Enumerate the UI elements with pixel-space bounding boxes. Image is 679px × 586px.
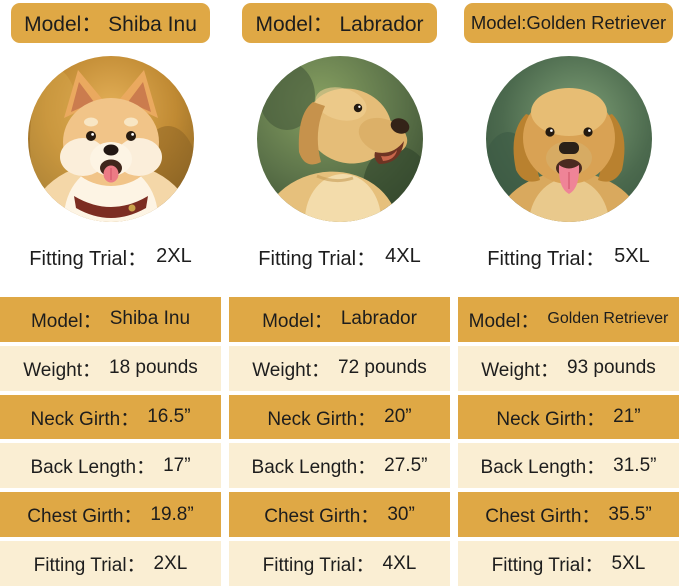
table-row-back-length: Back Length： 17” <box>0 443 221 489</box>
row-value: 16.5” <box>147 406 191 428</box>
table-row-model: Model： Shiba Inu <box>0 297 221 342</box>
row-label: Neck Girth： <box>496 408 606 430</box>
row-value: 5XL <box>611 552 646 574</box>
fitting-trial-label: Fitting Trial： <box>29 247 148 270</box>
fitting-trial-label: Fitting Trial： <box>487 247 606 270</box>
row-value: 30” <box>387 503 415 525</box>
table-row-weight: Weight： 72 pounds <box>229 345 450 391</box>
table-row-fitting-trial: Fitting Trial： 2XL <box>0 541 221 586</box>
row-label: Chest Girth： <box>27 506 143 528</box>
row-value: 72 pounds <box>338 357 427 379</box>
row-label: Weight： <box>252 359 331 381</box>
table-row-model: Model： Labrador <box>229 297 450 342</box>
sizing-table-shiba: Model： Shiba Inu Weight： 18 pounds Neck … <box>0 297 221 586</box>
table-row-back-length: Back Length： 27.5” <box>229 443 450 489</box>
row-value: 4XL <box>382 552 417 574</box>
fitting-trial-line: Fitting Trial： 2XL <box>29 244 192 270</box>
row-label: Back Length： <box>30 457 156 479</box>
row-label: Model： <box>262 310 333 332</box>
row-value: 27.5” <box>384 454 428 476</box>
shiba-inu-image <box>27 56 194 222</box>
row-value: 20” <box>384 406 412 428</box>
row-label: Fitting Trial： <box>491 555 604 577</box>
table-row-chest-girth: Chest Girth： 19.8” <box>0 492 221 538</box>
row-value: 2XL <box>153 552 188 574</box>
table-row-neck-girth: Neck Girth： 21” <box>458 394 679 440</box>
model-header-shiba: Model： Shiba Inu <box>11 3 210 43</box>
golden-retriever-image <box>485 56 652 222</box>
row-value: 21” <box>613 406 641 428</box>
row-value: Labrador <box>340 308 417 330</box>
model-header-labrador: Model： Labrador <box>242 3 437 43</box>
table-row-weight: Weight： 18 pounds <box>0 345 221 391</box>
column-labrador: Model： Labrador <box>229 0 450 586</box>
row-label: Neck Girth： <box>267 408 377 430</box>
column-golden-retriever: Model:Golden Retriever <box>458 0 679 586</box>
row-label: Weight： <box>23 359 102 381</box>
row-label: Model： <box>30 310 102 332</box>
table-row-neck-girth: Neck Girth： 20” <box>229 394 450 440</box>
sizing-table-golden-retriever: Model： Golden Retriever Weight： 93 pound… <box>458 297 679 586</box>
table-row-neck-girth: Neck Girth： 16.5” <box>0 394 221 440</box>
table-row-fitting-trial: Fitting Trial： 5XL <box>458 541 679 586</box>
fitting-trial-line: Fitting Trial： 4XL <box>258 244 421 270</box>
row-label: Fitting Trial： <box>262 555 375 577</box>
sizing-table-labrador: Model： Labrador Weight： 72 pounds Neck G… <box>229 297 450 586</box>
column-shiba-inu: Model： Shiba Inu <box>0 0 221 586</box>
row-label: Neck Girth： <box>30 408 140 430</box>
row-label: Back Length： <box>251 457 377 479</box>
table-row-chest-girth: Chest Girth： 35.5” <box>458 492 679 538</box>
fitting-trial-value: 2XL <box>156 244 192 267</box>
table-row-weight: Weight： 93 pounds <box>458 345 679 391</box>
row-value: 19.8” <box>150 503 194 525</box>
table-row-back-length: Back Length： 31.5” <box>458 443 679 489</box>
row-value: Golden Retriever <box>547 310 669 328</box>
model-header-golden-retriever: Model:Golden Retriever <box>463 3 674 43</box>
row-value: 18 pounds <box>109 357 198 379</box>
row-value: 35.5” <box>608 503 652 525</box>
row-label: Weight： <box>481 359 560 381</box>
golden-retriever-photo <box>485 56 652 222</box>
fitting-trial-label: Fitting Trial： <box>258 247 377 270</box>
row-label: Chest Girth： <box>264 506 380 528</box>
row-value: 31.5” <box>613 454 657 476</box>
row-value: Shiba Inu <box>109 308 191 330</box>
table-row-fitting-trial: Fitting Trial： 4XL <box>229 541 450 586</box>
row-label: Fitting Trial： <box>33 555 146 577</box>
fitting-trial-value: 4XL <box>385 244 421 267</box>
row-value: 17” <box>163 454 191 476</box>
labrador-image <box>256 56 423 222</box>
table-row-model: Model： Golden Retriever <box>458 297 679 342</box>
row-value: 93 pounds <box>567 357 656 379</box>
labrador-photo <box>256 56 423 222</box>
table-row-chest-girth: Chest Girth： 30” <box>229 492 450 538</box>
shiba-inu-photo <box>27 56 194 222</box>
row-label: Back Length： <box>480 457 606 479</box>
row-label: Model： <box>468 310 540 332</box>
fitting-trial-line: Fitting Trial： 5XL <box>487 244 650 270</box>
row-label: Chest Girth： <box>485 506 601 528</box>
fitting-trial-value: 5XL <box>614 244 650 267</box>
